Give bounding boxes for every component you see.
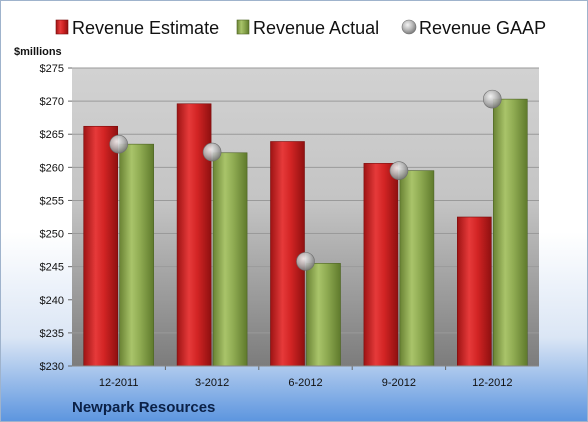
bar-revenue-actual [306,263,341,367]
y-tick-label: $265 [40,129,64,141]
legend-swatch [401,19,417,35]
bar-revenue-estimate [456,216,492,367]
point-revenue-gaap [109,134,128,154]
point-revenue-gaap [296,252,315,271]
legend-swatch [236,19,250,35]
bar-revenue-actual [399,170,435,367]
bar-revenue-estimate [363,163,399,367]
y-axis-ticks: $230 $235 $240 $245 $250 $255 $260 $265 $270 $275 [40,63,72,373]
legend-label: Revenue GAAP [419,18,546,38]
x-tick-label: 9-2012 [382,377,416,389]
bar-revenue-estimate [270,141,305,367]
y-tick-label: $260 [40,162,64,174]
point-revenue-gaap [202,142,222,162]
y-tick-label: $270 [40,96,64,108]
company-name: Newpark Resources [72,399,215,416]
y-tick-label: $240 [40,295,64,307]
legend-label: Revenue Actual [253,18,379,38]
x-axis-ticks: 12-2011 3-2012 6-2012 9-2012 12-2012 [99,366,512,389]
y-tick-label: $275 [40,63,64,75]
y-tick-label: $250 [40,229,64,241]
x-tick-label: 12-2011 [99,377,139,389]
y-tick-label: $235 [40,328,64,340]
y-axis-label: $millions [14,46,62,58]
x-tick-label: 12-2012 [472,377,512,389]
y-tick-label: $245 [40,262,64,274]
bar-revenue-estimate [176,103,212,367]
x-tick-label: 3-2012 [195,377,229,389]
gaap-points [109,89,502,271]
bars [83,98,528,367]
point-revenue-gaap [482,89,502,109]
legend-label: Revenue Estimate [72,18,219,38]
x-tick-label: 6-2012 [288,377,322,389]
y-tick-label: $255 [40,195,64,207]
bar-revenue-actual [212,152,248,367]
bar-revenue-actual [492,98,528,367]
bar-revenue-actual [119,143,154,367]
point-revenue-gaap [389,161,409,180]
legend: Revenue Estimate Revenue Actual Revenue GA… [55,18,546,38]
y-tick-label: $230 [40,361,64,373]
legend-swatch [55,19,69,35]
bar-revenue-estimate [83,125,118,367]
